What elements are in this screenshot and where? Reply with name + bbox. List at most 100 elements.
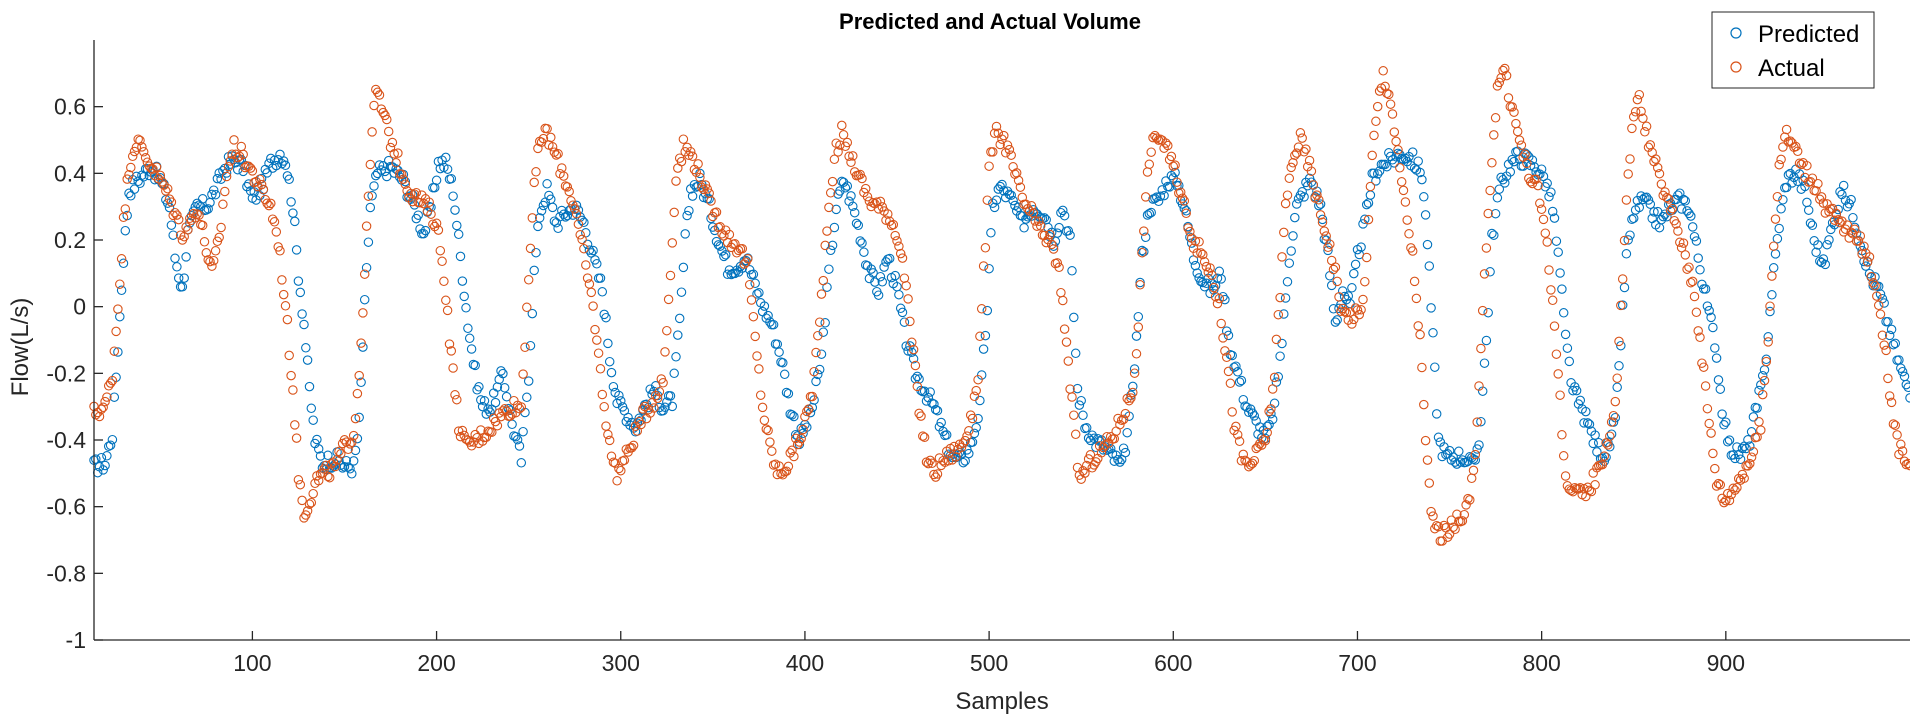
point-actual: [1170, 160, 1180, 170]
point-actual: [1883, 373, 1893, 384]
point-actual: [1199, 257, 1210, 267]
point-predicted: [413, 210, 423, 220]
point-predicted: [964, 448, 974, 459]
point-actual: [262, 198, 272, 209]
point-predicted: [1634, 202, 1645, 213]
point-actual: [833, 147, 843, 157]
point-actual: [678, 134, 689, 144]
point-actual: [227, 149, 237, 159]
point-actual: [232, 152, 243, 163]
point-predicted: [391, 164, 401, 174]
point-actual: [938, 455, 948, 466]
point-predicted: [930, 404, 941, 415]
point-actual: [1446, 515, 1457, 525]
point-predicted: [1164, 182, 1175, 192]
point-predicted: [1711, 353, 1722, 363]
point-predicted: [1076, 395, 1086, 406]
chart-title: Predicted and Actual Volume: [839, 9, 1141, 34]
point-actual: [1776, 154, 1786, 165]
point-actual: [1054, 262, 1064, 273]
point-predicted: [1474, 440, 1484, 450]
point-actual: [814, 317, 825, 327]
point-actual: [347, 437, 357, 448]
point-actual: [361, 221, 372, 231]
point-predicted: [1280, 293, 1291, 303]
point-actual: [872, 197, 882, 207]
point-actual: [1474, 381, 1484, 391]
point-predicted: [1787, 178, 1797, 188]
point-actual: [1312, 190, 1322, 200]
point-predicted: [667, 401, 678, 412]
point-predicted: [1275, 351, 1285, 361]
point-actual: [1855, 231, 1866, 241]
point-actual: [1275, 292, 1285, 303]
point-actual: [1234, 436, 1245, 447]
point-actual: [1759, 375, 1770, 386]
point-predicted: [1039, 213, 1050, 223]
point-actual: [715, 222, 725, 232]
point-predicted: [371, 170, 381, 181]
point-predicted: [912, 371, 923, 382]
point-predicted: [908, 354, 919, 364]
point-actual: [1290, 150, 1300, 161]
point-predicted: [197, 194, 208, 204]
point-actual: [1048, 244, 1059, 254]
point-predicted: [1144, 208, 1155, 219]
point-actual: [183, 225, 193, 235]
point-predicted: [1680, 196, 1691, 206]
y-tick-label: -1: [66, 627, 86, 653]
point-actual: [1535, 198, 1545, 209]
point-actual: [844, 151, 854, 162]
point-predicted: [603, 338, 613, 349]
point-actual: [649, 403, 659, 413]
point-actual: [161, 186, 171, 196]
point-predicted: [1470, 455, 1481, 465]
point-predicted: [245, 186, 256, 196]
point-actual: [1553, 369, 1563, 379]
point-actual: [1339, 306, 1350, 317]
point-actual: [1479, 269, 1490, 279]
point-actual: [229, 135, 239, 145]
point-actual: [774, 461, 784, 471]
point-actual: [1052, 258, 1063, 268]
point-predicted: [547, 202, 558, 213]
point-predicted: [1684, 208, 1694, 219]
y-tick-label: 0.6: [54, 94, 86, 120]
point-actual: [881, 215, 891, 225]
point-actual: [487, 427, 497, 437]
point-actual: [1413, 321, 1423, 331]
point-actual: [476, 425, 486, 435]
y-tick-label: 0: [73, 294, 86, 320]
point-actual: [1190, 236, 1201, 246]
point-predicted: [1558, 308, 1569, 318]
point-predicted: [1428, 328, 1438, 338]
point-actual: [1778, 142, 1788, 152]
point-predicted: [286, 197, 296, 207]
point-actual: [1477, 305, 1488, 316]
point-actual: [973, 374, 983, 385]
point-actual: [247, 166, 258, 176]
point-predicted: [597, 287, 608, 297]
point-actual: [1284, 173, 1295, 184]
point-predicted: [1236, 375, 1247, 386]
point-actual: [695, 172, 705, 183]
point-actual: [1218, 333, 1228, 343]
point-predicted: [1581, 406, 1591, 417]
point-actual: [857, 173, 867, 184]
point-predicted: [840, 183, 851, 193]
point-actual: [1236, 456, 1247, 466]
point-actual: [1870, 280, 1880, 291]
point-predicted: [1888, 339, 1899, 350]
point-predicted: [96, 452, 107, 463]
point-predicted: [107, 434, 118, 445]
point-predicted: [1422, 239, 1433, 250]
point-predicted: [523, 376, 534, 386]
point-predicted: [1179, 203, 1190, 214]
point-predicted: [1232, 367, 1243, 377]
point-actual: [383, 126, 394, 137]
point-actual: [1781, 124, 1792, 135]
point-predicted: [483, 404, 493, 414]
point-predicted: [1317, 214, 1328, 225]
point-predicted: [1058, 205, 1068, 216]
